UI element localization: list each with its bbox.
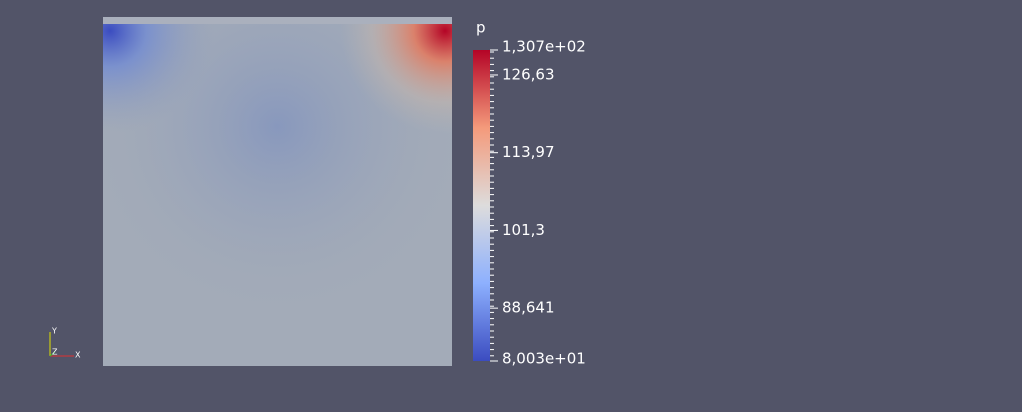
range-label: 1,307e+02: [502, 38, 586, 56]
tick-label: 101,3: [502, 221, 545, 239]
field-top: [103, 17, 452, 24]
tick-label: 88,641: [502, 299, 555, 317]
axis-x-label: X: [75, 351, 81, 360]
axis-z-label: Z: [52, 348, 58, 357]
axes-triad: Y X Z: [49, 327, 81, 360]
field: [103, 17, 452, 366]
color-bar-ramp: [473, 50, 490, 361]
tick-label: 126,63: [502, 65, 555, 83]
axis-y-label: Y: [51, 327, 57, 336]
axis-z: [49, 351, 56, 357]
tick-label: 113,97: [502, 143, 555, 161]
field-high: [103, 24, 452, 366]
color-bar-title: p: [476, 19, 486, 37]
range-label: 8,003e+01: [502, 350, 586, 368]
color-bar: p 8,003e+01 1,307e+02 126,63 113,97 101,3 88,…: [473, 19, 586, 368]
